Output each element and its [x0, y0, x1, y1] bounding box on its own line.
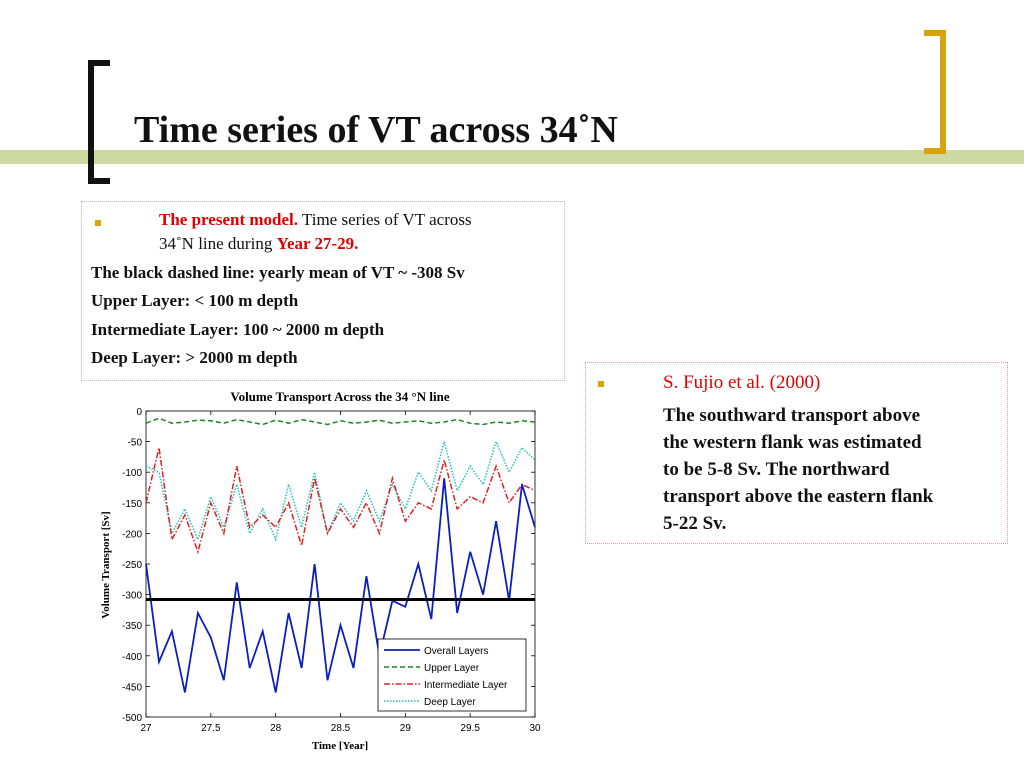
reference-heading: S. Fujio et al. (2000) — [663, 372, 821, 393]
bullet-red-year: Year 27-29. — [276, 234, 359, 253]
x-tick-label: 29 — [400, 723, 412, 734]
deep-layer-text: Deep Layer: > 2000 m depth — [91, 348, 298, 367]
y-tick-label: -250 — [122, 560, 142, 571]
series-line-overall-layers — [145, 478, 536, 693]
y-tick-label: -300 — [122, 591, 142, 602]
y-tick-label: -350 — [122, 621, 142, 632]
chart-title: Volume Transport Across the 34 °N line — [230, 389, 449, 404]
x-tick-label: 29.5 — [460, 723, 480, 734]
reference-line: transport above the eastern flank — [663, 486, 934, 507]
bullet-text-2: 34˚N line during — [159, 234, 277, 253]
bullet-text-1: Time series of VT across — [298, 210, 472, 229]
right-text-box: S. Fujio et al. (2000) The southward tra… — [585, 362, 1008, 544]
legend-label: Upper Layer — [424, 663, 480, 674]
x-tick-label: 28 — [270, 723, 282, 734]
bullet-line-2: 34˚N line during Year 27-29. — [159, 234, 358, 254]
right-bracket-decoration — [924, 30, 946, 154]
y-tick-label: -100 — [122, 468, 142, 479]
reference-line: the western flank was estimated — [663, 432, 922, 453]
legend-box — [377, 638, 527, 712]
volume-transport-chart: Volume Transport Across the 34 °N line T… — [96, 385, 556, 757]
y-tick-label: -500 — [122, 713, 142, 724]
left-bracket-decoration — [88, 60, 110, 184]
y-tick-label: -150 — [122, 499, 142, 510]
x-tick-label: 28.5 — [331, 723, 351, 734]
upper-layer-text: Upper Layer: < 100 m depth — [91, 291, 299, 310]
y-tick-label: -200 — [122, 529, 142, 540]
series-line-deep-layer — [145, 438, 536, 542]
series-line-upper-layer — [145, 417, 536, 426]
chart-svg: Volume Transport Across the 34 °N line T… — [100, 389, 541, 752]
bullet-red-label: The present model. — [159, 210, 298, 229]
mean-line-text: The black dashed line: yearly mean of VT… — [91, 263, 465, 282]
series-line-intermediate-layer — [145, 447, 536, 555]
y-tick-label: -400 — [122, 652, 142, 663]
bullet-line-1: The present model. Time series of VT acr… — [159, 210, 472, 230]
legend-label: Intermediate Layer — [424, 680, 508, 691]
y-tick-label: -50 — [128, 438, 143, 449]
y-tick-label: -450 — [122, 682, 142, 693]
legend-label: Overall Layers — [424, 646, 488, 657]
chart-y-axis-label: Volume Transport [Sv] — [100, 511, 112, 618]
x-tick-label: 27 — [140, 723, 152, 734]
x-tick-label: 30 — [529, 723, 541, 734]
reference-line: to be 5-8 Sv. The northward — [663, 459, 890, 480]
bullet-icon — [598, 381, 604, 387]
title-band — [0, 150, 1024, 164]
reference-line: The southward transport above — [663, 405, 921, 426]
legend-label: Deep Layer — [424, 697, 476, 708]
y-tick-label: 0 — [136, 407, 142, 418]
reference-line: 5-22 Sv. — [663, 513, 727, 534]
slide-title: Time series of VT across 34˚N — [134, 109, 618, 151]
bullet-icon — [95, 220, 101, 226]
chart-x-axis-label: Time [Year] — [312, 740, 368, 752]
x-tick-label: 27.5 — [201, 723, 221, 734]
left-text-box: The present model. Time series of VT acr… — [81, 201, 565, 381]
intermediate-layer-text: Intermediate Layer: 100 ~ 2000 m depth — [91, 320, 385, 339]
